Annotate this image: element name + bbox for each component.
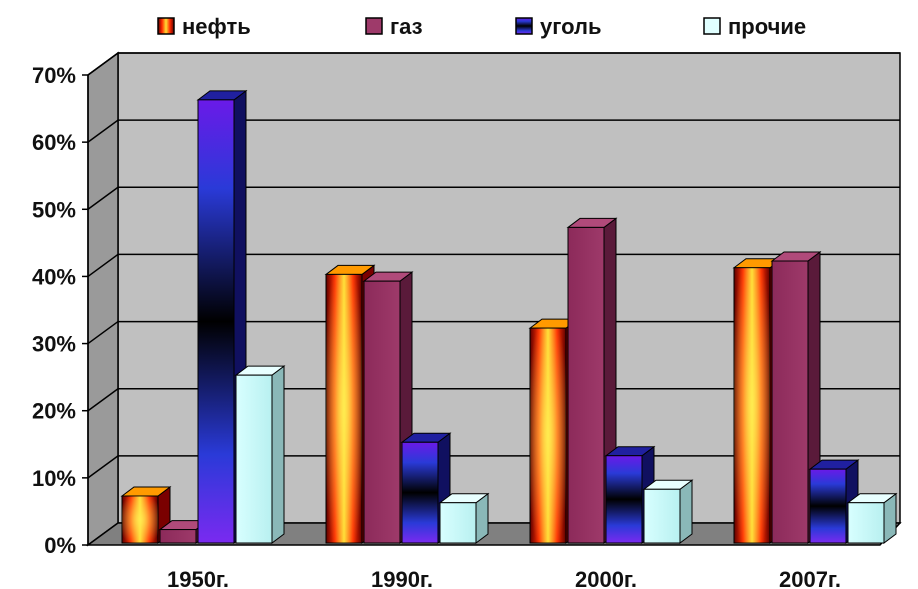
legend: нефть газ уголь прочие [158,14,806,39]
legend-label: нефть [182,14,251,39]
legend-item: уголь [516,14,602,39]
bar [848,494,896,543]
y-tick-label: 40% [32,264,76,289]
y-tick-label: 0% [44,533,76,558]
bar-front [810,469,846,543]
bar-front [772,261,808,543]
bar-glow [734,268,770,543]
bar-glow [530,328,566,543]
bar-front [160,530,196,543]
bar-front [402,442,438,543]
bar-front [198,100,234,543]
legend-item: нефть [158,14,251,39]
legend-swatch [366,18,382,34]
legend-swatch [158,18,174,34]
bar-front [848,503,884,543]
y-tick-label: 10% [32,466,76,491]
x-category-label: 1990г. [371,567,433,589]
legend-item: прочие [704,14,806,39]
bar-side [272,366,284,543]
bar-front [440,503,476,543]
bar [644,480,692,543]
legend-label: газ [390,14,423,39]
bar [440,494,488,543]
legend-label: уголь [540,14,602,39]
bar-glow [122,496,158,543]
legend-item: газ [366,14,423,39]
x-category-label: 1950г. [167,567,229,589]
y-tick-label: 60% [32,130,76,155]
legend-label: прочие [728,14,806,39]
bar-front [236,375,272,543]
y-tick-label: 20% [32,399,76,424]
y-tick-label: 50% [32,197,76,222]
side-wall [88,53,118,545]
bar-side [680,480,692,543]
y-tick-label: 70% [32,63,76,88]
bar-front [644,489,680,543]
bar [236,366,284,543]
legend-swatch [704,18,720,34]
x-category-label: 2000г. [575,567,637,589]
y-tick-label: 30% [32,332,76,357]
bar-front [606,456,642,543]
bar-glow [326,274,362,543]
bar-front [364,281,400,543]
bar-front [568,227,604,543]
x-category-label: 2007г. [779,567,841,589]
legend-swatch [516,18,532,34]
